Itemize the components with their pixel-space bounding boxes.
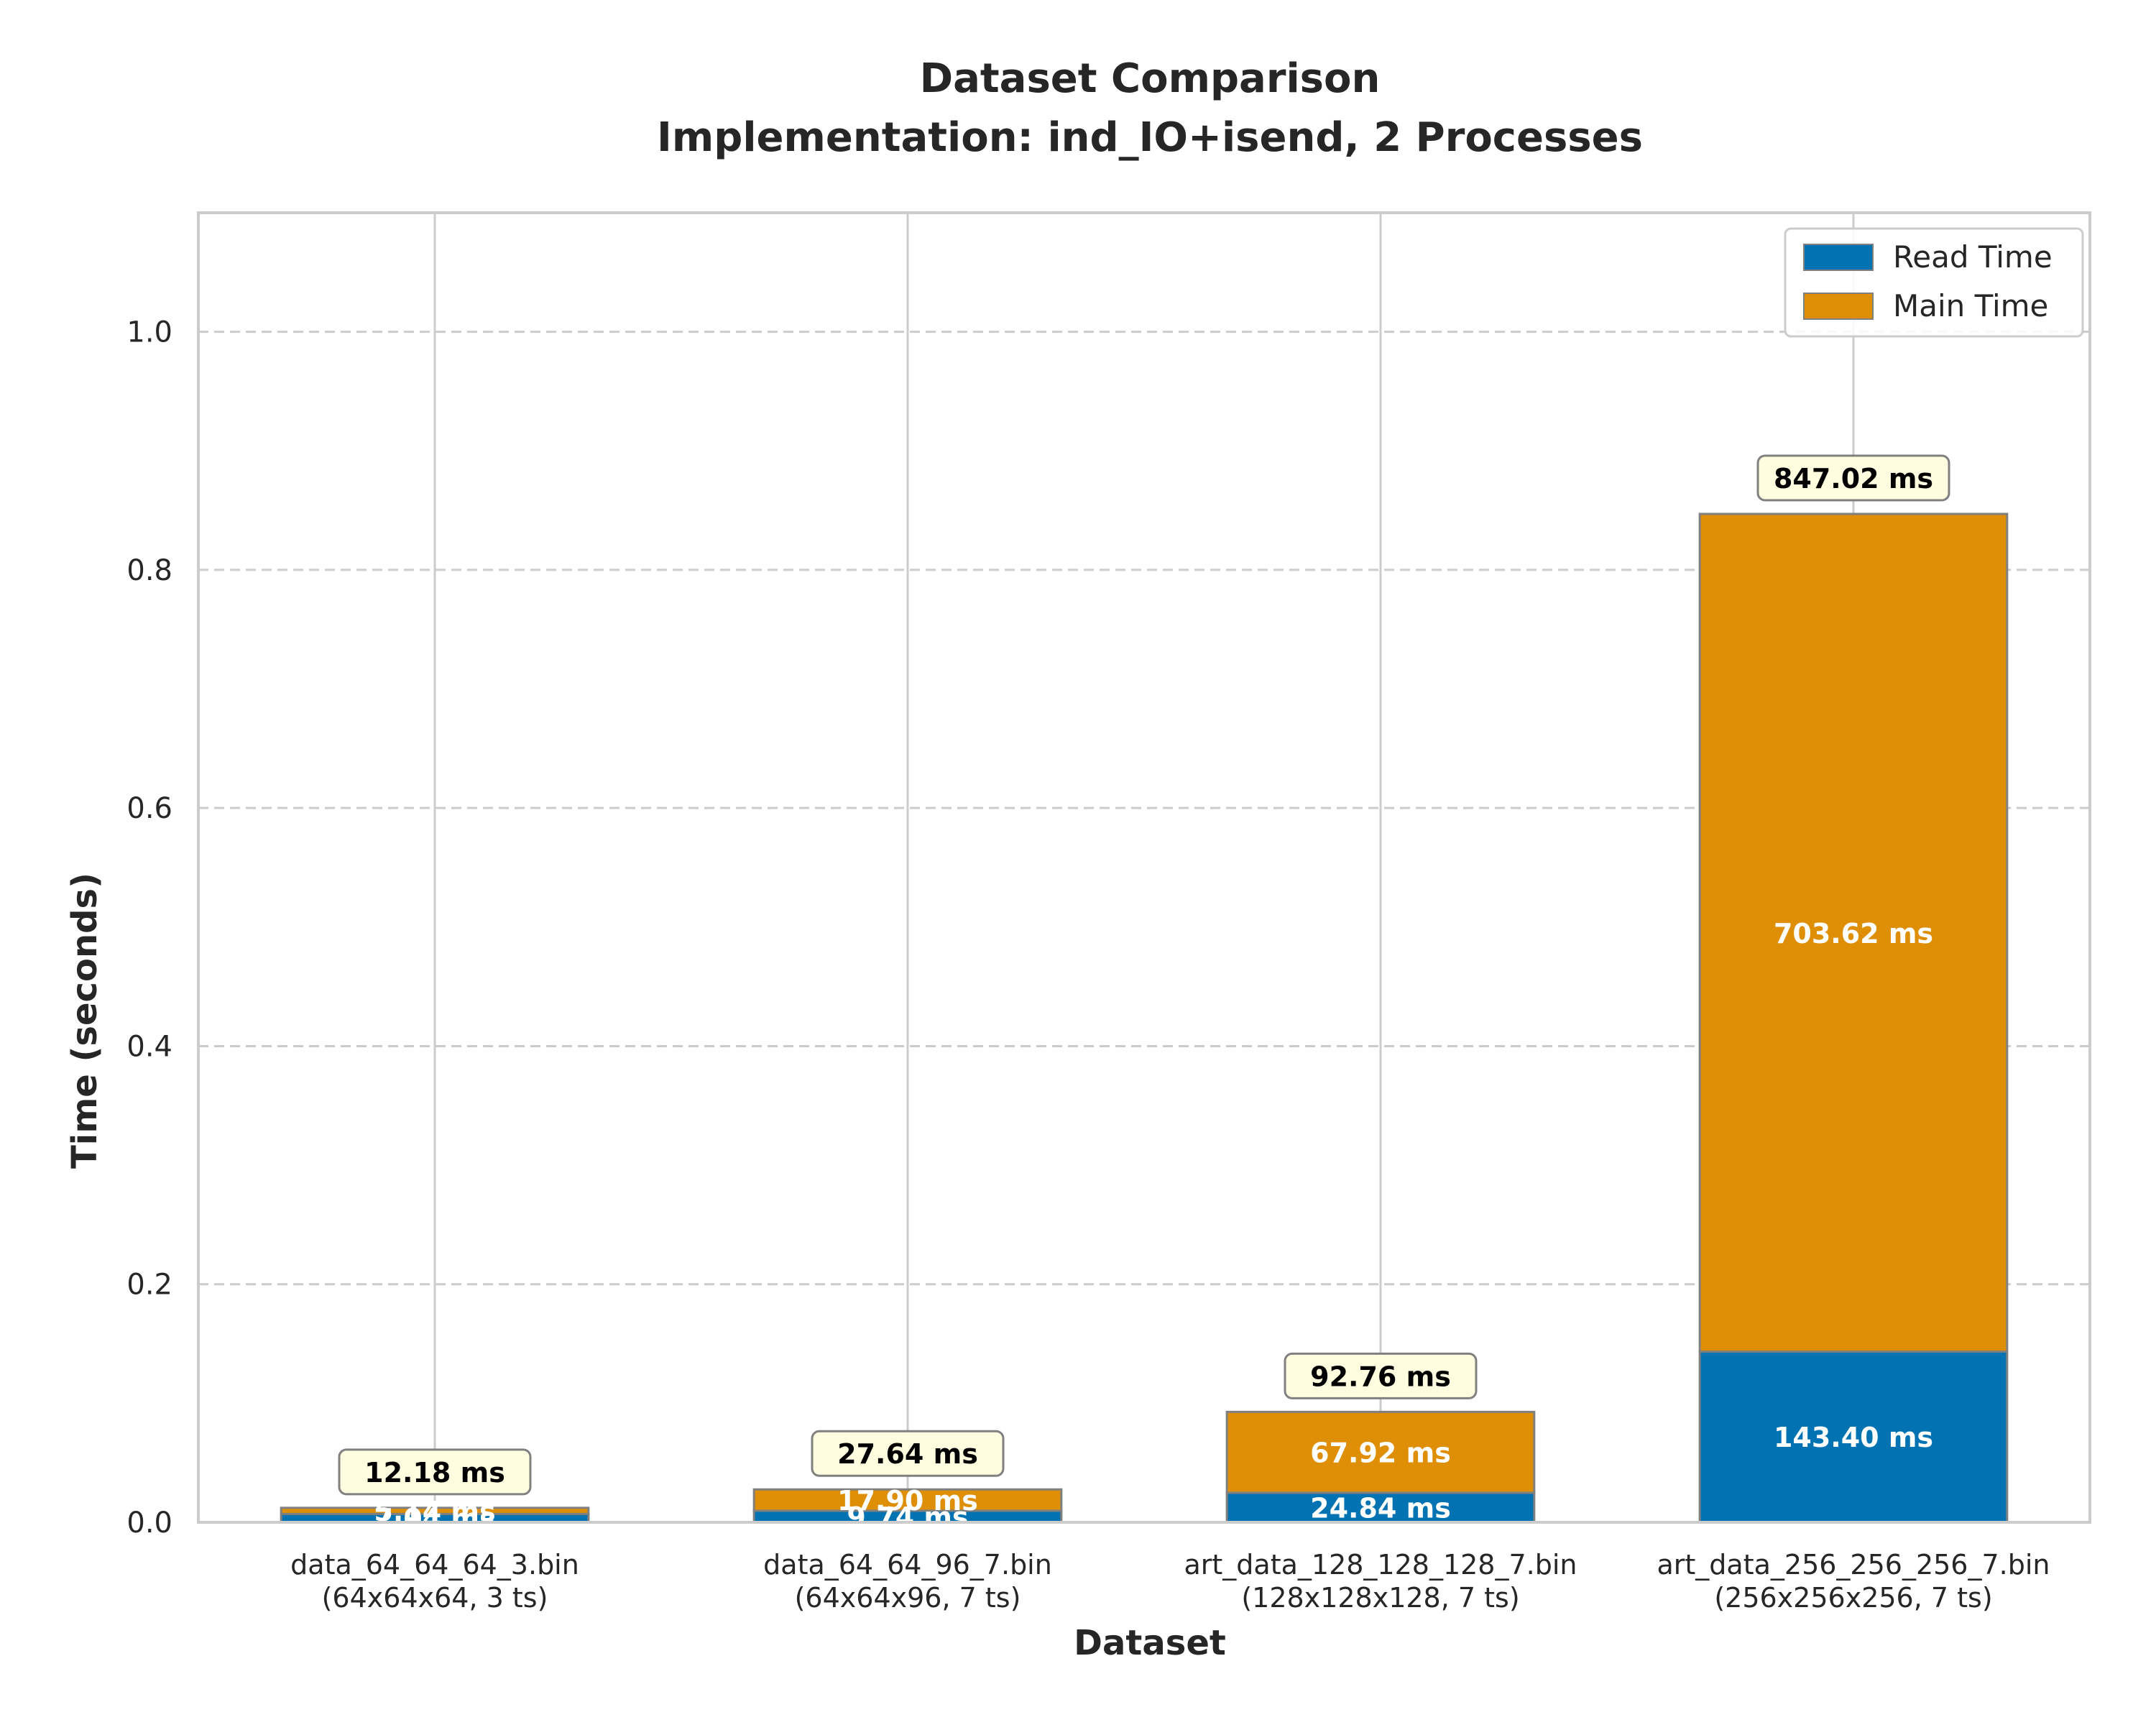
total-value-label: 12.18 ms [364,1457,505,1489]
segment-value-label: 9.74 ms [847,1501,968,1533]
segment-value-label: 7.04 ms [374,1503,495,1535]
x-axis-ticks: data_64_64_64_3.bin (64x64x64, 3 ts) data_… [290,1549,2050,1614]
bar-segment-main-time [1698,512,2009,1353]
legend: Read Time Main Time [1784,227,2084,338]
y-tick-label: 0.4 [126,1030,172,1063]
bar-segment-read-time [1225,1491,1536,1524]
total-label-box [1284,1352,1478,1399]
y-axis-label: Time (seconds) [65,873,105,1169]
y-tick-label: 1.0 [126,316,172,349]
x-tick-label: data_64_64_96_7.bin (64x64x96, 7 ts) [763,1549,1052,1614]
plot-frame [197,211,2091,1524]
y-axis-ticks: 0.0 0.2 0.4 0.6 0.8 1.0 [126,316,172,1540]
bar-segment-main-time [752,1488,1063,1512]
segment-value-label: 17.90 ms [837,1485,978,1517]
y-tick-label: 0.8 [126,554,172,587]
total-value-label: 27.64 ms [837,1438,978,1470]
segment-value-label: 67.92 ms [1310,1438,1451,1469]
bar-segment-main-time [1225,1410,1536,1494]
chart-title: Dataset Comparison [920,55,1381,102]
bar-segment-read-time [1698,1350,2009,1524]
total-label-box [1756,454,1950,502]
total-value-label: 847.02 ms [1774,463,1933,494]
chart-subtitle: Implementation: ind_IO+isend, 2 Processe… [657,114,1643,161]
legend-swatch-main-time [1803,293,1874,320]
y-tick-label: 0.6 [126,792,172,825]
x-tick-label: art_data_128_128_128_7.bin (128x128x128, … [1184,1549,1577,1614]
x-tick-label: art_data_256_256_256_7.bin (256x256x256, … [1657,1549,2050,1614]
bars [280,512,2009,1524]
x-tick-label: data_64_64_64_3.bin (64x64x64, 3 ts) [290,1549,579,1614]
total-label-box [811,1430,1005,1477]
legend-label-read-time: Read Time [1893,239,2053,275]
legend-label-main-time: Main Time [1893,288,2048,323]
bar-segment-main-time [280,1506,590,1515]
total-label-box [338,1448,532,1496]
segment-value-label: 24.84 ms [1310,1492,1451,1524]
segment-value-label: 703.62 ms [1774,918,1933,949]
legend-swatch-read-time [1803,244,1874,271]
y-tick-label: 0.2 [126,1269,172,1302]
segment-value-label: 143.40 ms [1774,1422,1933,1453]
x-axis-label: Dataset [1074,1623,1226,1663]
y-tick-label: 0.0 [126,1506,172,1540]
total-value-label: 92.76 ms [1310,1361,1451,1392]
